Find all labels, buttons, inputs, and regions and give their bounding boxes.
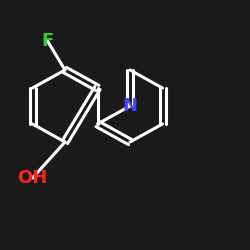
Text: N: N [122,97,138,115]
Text: OH: OH [18,169,48,187]
Text: F: F [42,32,54,50]
